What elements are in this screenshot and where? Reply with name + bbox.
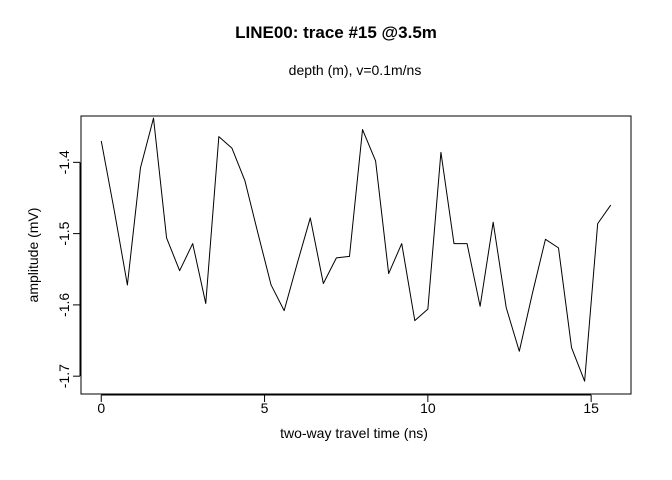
x-tick-label: 5 xyxy=(261,400,269,416)
trace-layer xyxy=(100,117,612,382)
y-tick-label: -1.7 xyxy=(56,364,72,388)
y-tick-label: -1.5 xyxy=(56,221,72,245)
y-tick-label: -1.6 xyxy=(56,293,72,317)
chart-subtitle: depth (m), v=0.1m/ns xyxy=(289,62,422,78)
x-tick-label: 0 xyxy=(97,400,105,416)
plot-area-border xyxy=(80,115,632,395)
x-tick-label: 10 xyxy=(420,400,436,416)
x-tick-label: 15 xyxy=(583,400,599,416)
y-axis-title: amplitude (mV) xyxy=(25,208,41,303)
trace-series-line xyxy=(100,117,612,382)
y-tick-label: -1.4 xyxy=(56,150,72,174)
chart-title: LINE00: trace #15 @3.5m xyxy=(235,23,437,42)
axes-layer: 0 5 10 15 -1.4 -1.5 -1.6 -1.7 xyxy=(56,150,599,416)
x-axis-title: two-way travel time (ns) xyxy=(280,425,428,441)
